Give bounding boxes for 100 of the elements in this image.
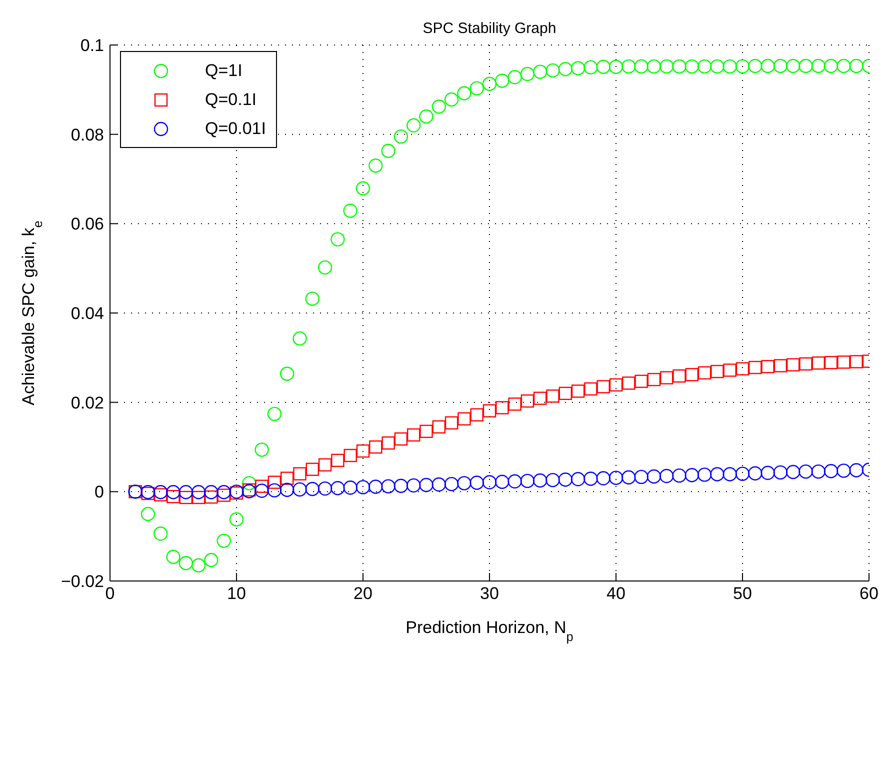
point xyxy=(570,61,586,76)
point xyxy=(229,512,244,526)
point xyxy=(697,59,712,74)
x-axis-title: Prediction Horizon, N$_{p}$ xyxy=(406,618,574,644)
point xyxy=(470,81,484,96)
point xyxy=(356,181,370,196)
point xyxy=(204,490,218,504)
chart-title: SPC Stability Graph xyxy=(422,20,558,37)
point xyxy=(406,118,421,132)
point xyxy=(420,424,433,438)
point xyxy=(773,465,788,480)
point xyxy=(394,129,408,144)
point xyxy=(748,466,762,480)
point xyxy=(407,428,420,442)
point xyxy=(584,472,598,486)
point xyxy=(596,60,610,74)
point xyxy=(496,401,509,414)
point xyxy=(154,526,168,541)
point xyxy=(343,480,358,495)
x-tick-label: 40 xyxy=(606,584,626,604)
point xyxy=(812,356,825,370)
point xyxy=(432,100,446,114)
point xyxy=(811,58,826,74)
point xyxy=(394,478,408,493)
point xyxy=(267,406,282,422)
point xyxy=(419,109,434,124)
point xyxy=(508,70,522,84)
point xyxy=(444,416,458,430)
point xyxy=(609,378,623,392)
point xyxy=(381,144,396,158)
point xyxy=(470,408,484,422)
point xyxy=(672,369,686,383)
point xyxy=(444,92,459,107)
point xyxy=(558,62,572,76)
point xyxy=(798,464,813,479)
point xyxy=(786,58,800,74)
point xyxy=(268,476,282,489)
point xyxy=(482,404,496,418)
point xyxy=(432,420,446,434)
point xyxy=(748,58,762,74)
point xyxy=(760,466,775,480)
point xyxy=(660,371,674,384)
point xyxy=(356,444,370,458)
point xyxy=(722,467,737,482)
point xyxy=(267,483,282,498)
point xyxy=(154,485,168,500)
point xyxy=(394,432,408,446)
y-tick-label: 0.04 xyxy=(70,304,104,324)
point xyxy=(305,292,320,306)
y-tick-label: 0.02 xyxy=(70,393,104,412)
point xyxy=(318,481,332,496)
point xyxy=(634,374,648,388)
point xyxy=(508,474,522,488)
x-tick-label: 50 xyxy=(733,584,752,604)
x-tick-label: 20 xyxy=(354,584,372,604)
point xyxy=(824,464,838,478)
point xyxy=(280,472,294,485)
point xyxy=(735,466,750,481)
point xyxy=(786,464,800,480)
point xyxy=(735,59,750,74)
point xyxy=(381,479,396,494)
point xyxy=(646,59,662,74)
x-tick-label: 60 xyxy=(860,584,878,604)
point xyxy=(685,368,698,382)
y-tick-label: −0.02 xyxy=(60,572,104,592)
point xyxy=(305,482,320,496)
point xyxy=(520,394,534,408)
point xyxy=(254,484,269,498)
point xyxy=(343,204,358,218)
point xyxy=(369,440,382,454)
point xyxy=(520,474,535,488)
point xyxy=(458,412,471,426)
point xyxy=(571,384,585,398)
point xyxy=(178,485,193,500)
point xyxy=(798,58,813,74)
legend-label: Q=1I xyxy=(205,60,242,80)
x-tick-label: 10 xyxy=(227,584,246,604)
legend-label: Q=0.1I xyxy=(205,90,257,110)
point xyxy=(684,59,699,74)
point xyxy=(849,58,864,74)
y-tick-label: 0 xyxy=(94,482,104,502)
point xyxy=(482,76,497,91)
point xyxy=(382,436,395,450)
point xyxy=(242,476,256,490)
point xyxy=(710,467,724,482)
point xyxy=(508,398,522,411)
point xyxy=(546,63,560,78)
point xyxy=(179,490,192,504)
point xyxy=(470,476,484,490)
point xyxy=(495,474,510,489)
point xyxy=(546,472,560,488)
point xyxy=(824,356,838,370)
point xyxy=(584,60,598,74)
point xyxy=(697,468,712,482)
point xyxy=(710,59,724,74)
point xyxy=(534,392,547,405)
point xyxy=(533,64,548,79)
point xyxy=(774,359,788,372)
point xyxy=(178,556,193,570)
point xyxy=(849,463,864,478)
